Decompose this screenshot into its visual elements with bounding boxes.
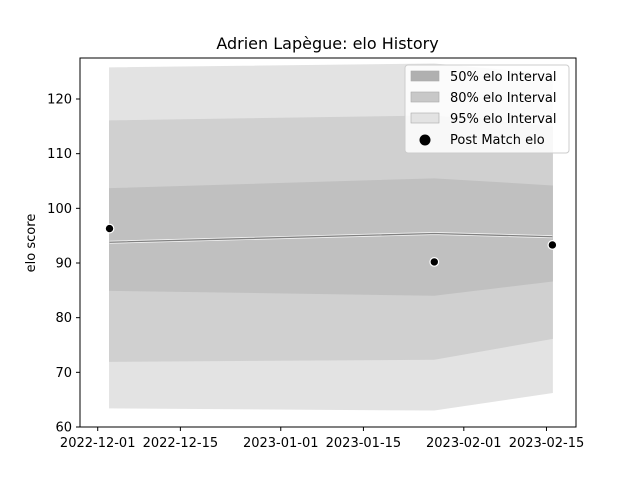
- x-axis: 2022-12-01 2022-12-15 2023-01-01 2023-01-15…: [60, 427, 584, 451]
- legend-label: 80% elo Interval: [450, 91, 557, 106]
- legend-label: Post Match elo: [450, 133, 545, 148]
- y-tick-label: 90: [55, 257, 72, 272]
- y-axis-label: elo score: [24, 214, 39, 273]
- legend-marker: [419, 134, 431, 146]
- x-tick-label: 2022-12-01: [60, 436, 136, 451]
- y-tick-label: 80: [55, 311, 72, 326]
- plot-frame: [79, 57, 577, 428]
- x-tick-label: 2022-12-15: [143, 436, 219, 451]
- y-tick-label: 110: [47, 147, 72, 162]
- post-match-point: [547, 240, 558, 250]
- legend-box: [404, 64, 570, 154]
- x-tick-label: 2023-02-01: [426, 436, 502, 451]
- y-axis: 60 70 80 90 100 110 120: [47, 93, 80, 436]
- x-tick-label: 2023-01-01: [243, 436, 319, 451]
- y-tick-label: 100: [47, 202, 72, 217]
- legend: 50% elo Interval 80% elo Interval 95% elo …: [404, 64, 570, 154]
- legend-label: 95% elo Interval: [450, 112, 557, 127]
- x-tick-label: 2023-02-15: [509, 436, 585, 451]
- mean-line: [109, 232, 553, 243]
- legend-swatch: [410, 70, 440, 82]
- y-tick-label: 60: [55, 421, 72, 436]
- post-match-point: [429, 257, 440, 267]
- legend-swatch: [410, 112, 440, 124]
- y-tick-label: 70: [55, 366, 72, 381]
- y-tick-label: 120: [47, 93, 72, 108]
- legend-label: 50% elo Interval: [450, 70, 557, 85]
- x-tick-label: 2023-01-15: [326, 436, 402, 451]
- post-match-point: [104, 223, 115, 234]
- legend-swatch: [410, 91, 440, 103]
- chart-title: Adrien Lapègue: elo History: [216, 34, 438, 53]
